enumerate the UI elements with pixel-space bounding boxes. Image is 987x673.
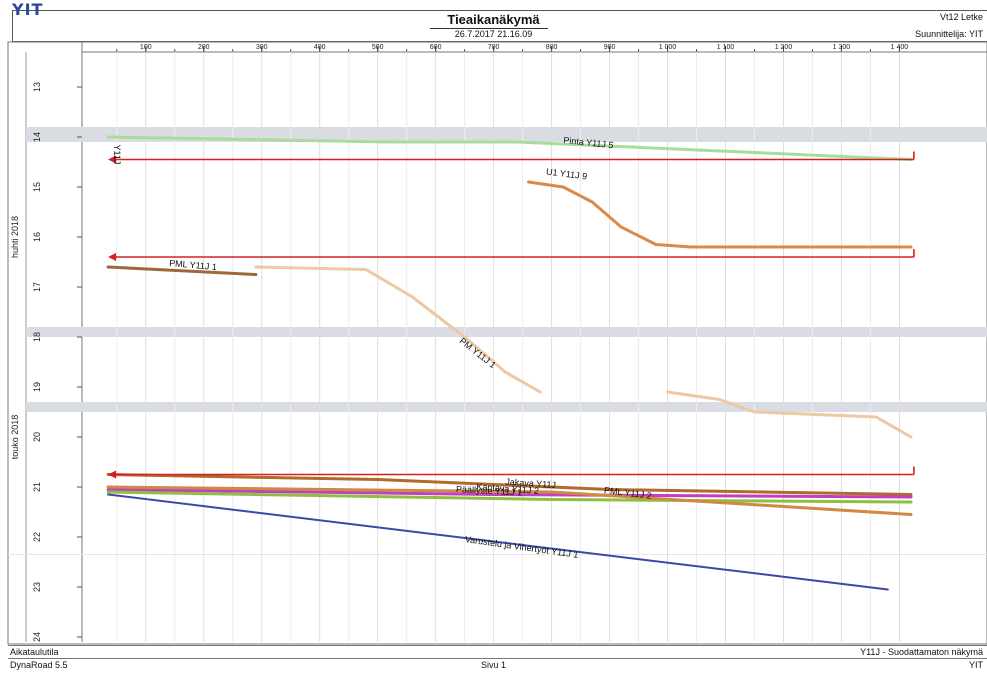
- y-tick-label: 22: [32, 532, 42, 542]
- x-tick-label: 600: [430, 44, 442, 51]
- x-tick-label: 900: [604, 44, 616, 51]
- project-name: Vt12 Letke: [939, 12, 983, 22]
- y-tick-label: 16: [32, 232, 42, 242]
- month-label: huhti 2018: [10, 216, 20, 258]
- print-datetime: 26.7.2017 21.16.09: [454, 29, 533, 39]
- series-line: [107, 493, 889, 591]
- x-tick-label: 400: [314, 44, 326, 51]
- x-tick-label: 300: [256, 44, 268, 51]
- series-label: Päällyste Y11J 1: [456, 484, 523, 497]
- series-line: [666, 390, 913, 439]
- footer-divider-top: [8, 645, 987, 646]
- series-label: U1 Y11J 9: [546, 167, 588, 182]
- series-label: PML Y11J 1: [169, 258, 218, 272]
- chart-border: [7, 41, 987, 645]
- series-line: [526, 180, 913, 249]
- series-line: [106, 490, 913, 504]
- designer-label: Suunnittelija: YIT: [915, 29, 983, 39]
- series-line: [106, 473, 913, 496]
- x-tick-label: 800: [546, 44, 558, 51]
- red-arrow-head: [108, 470, 117, 479]
- series-line: [106, 488, 913, 499]
- y-tick-label: 18: [32, 332, 42, 342]
- y-tick-label: 20: [32, 432, 42, 442]
- x-tick-label: 700: [488, 44, 500, 51]
- x-tick-label: 500: [372, 44, 384, 51]
- footer-view-label: Y11J - Suodattamaton näkymä: [860, 647, 983, 657]
- y-tick-label: 14: [32, 132, 42, 142]
- series-line: [106, 485, 913, 516]
- red-arrow-head: [108, 155, 117, 164]
- month-label: touko 2018: [10, 415, 20, 460]
- x-tick-label: 1 200: [775, 44, 793, 51]
- series-line: [106, 265, 258, 276]
- series-line: [254, 265, 542, 394]
- footer-page: Sivu 1: [480, 660, 506, 670]
- footer-divider-bottom: [8, 658, 987, 659]
- y-tick-label: 15: [32, 182, 42, 192]
- company-logo: YIT: [12, 0, 44, 19]
- y-tick-label: 13: [32, 82, 42, 92]
- grey-band: [26, 327, 987, 337]
- series-label: Varustelu ja Vihertyöt Y11J 1: [464, 534, 579, 560]
- series-label: PM Y11J 1: [458, 336, 498, 370]
- y-tick-label: 21: [32, 482, 42, 492]
- x-tick-label: 200: [198, 44, 210, 51]
- footer-software: DynaRoad 5.5: [10, 660, 68, 670]
- y-tick-label: 23: [32, 582, 42, 592]
- footer-company: YIT: [968, 660, 983, 670]
- x-tick-label: 1 300: [833, 44, 851, 51]
- series-line: [106, 135, 913, 161]
- series-label: Kantava Y11J 2: [476, 482, 539, 496]
- red-arrow-head: [108, 253, 117, 261]
- y-tick-label: 24: [32, 632, 42, 642]
- title-underline: [430, 28, 548, 29]
- y-tick-label: 17: [32, 282, 42, 292]
- series-label: Jakava Y11J: [505, 477, 556, 491]
- x-tick-label: 1 400: [891, 44, 909, 51]
- page-title: Tieaikanäkymä: [447, 12, 540, 27]
- series-label: Y11J: [112, 145, 122, 165]
- footer-status-label: Aikataulutila: [10, 647, 59, 657]
- x-tick-label: 1 000: [659, 44, 677, 51]
- y-tick-label: 19: [32, 382, 42, 392]
- x-tick-label: 1 100: [717, 44, 735, 51]
- x-tick-label: 100: [140, 44, 152, 51]
- grey-band: [26, 127, 987, 142]
- grey-band: [26, 402, 987, 412]
